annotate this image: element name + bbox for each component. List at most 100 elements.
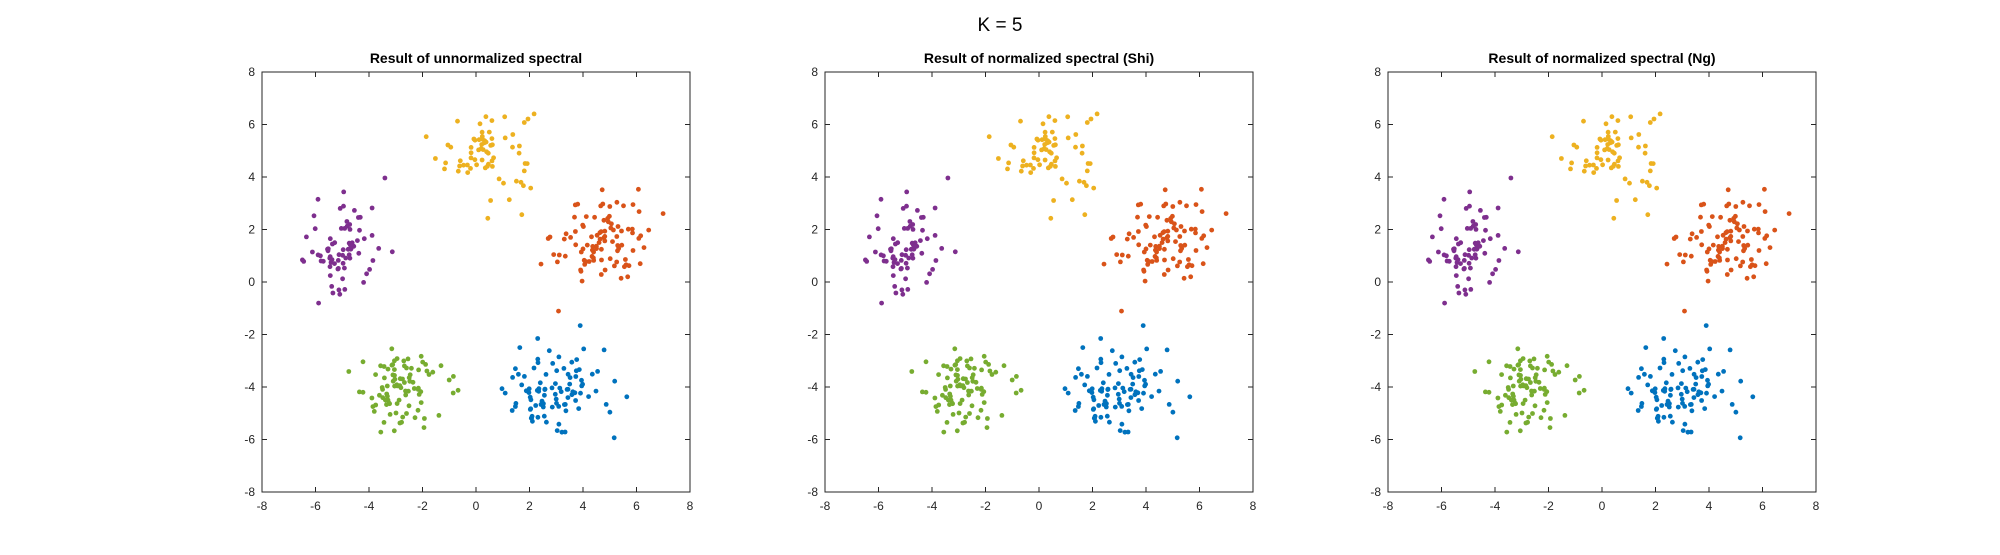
data-point-purple: [316, 300, 321, 306]
data-point-green: [1495, 395, 1501, 401]
data-point-purple: [1453, 273, 1459, 278]
data-point-blue: [1166, 402, 1172, 407]
data-point-blue: [1105, 392, 1110, 398]
x-tick-label: 2: [1089, 499, 1096, 513]
data-point-purple: [1496, 258, 1502, 263]
data-point-purple: [1461, 258, 1467, 263]
data-point-yellow: [996, 156, 1001, 161]
axes-box: [261, 71, 691, 493]
data-point-yellow: [1088, 116, 1094, 122]
data-point-green: [1009, 377, 1015, 383]
data-point-blue: [1121, 389, 1127, 395]
data-point-green: [1522, 397, 1528, 403]
data-point-green: [1532, 403, 1538, 409]
data-point-yellow: [471, 136, 477, 142]
data-point-yellow: [1568, 166, 1573, 172]
data-point-orange: [1162, 246, 1167, 252]
data-point-purple: [340, 276, 345, 282]
data-point-purple: [1464, 226, 1470, 231]
data-point-orange: [1136, 242, 1142, 248]
data-point-purple: [907, 223, 913, 229]
data-point-green: [403, 392, 409, 398]
data-point-purple: [939, 246, 945, 251]
data-point-blue: [565, 395, 571, 400]
data-point-yellow: [1094, 111, 1100, 117]
data-point-orange: [1147, 242, 1153, 248]
data-point-yellow: [1052, 136, 1058, 142]
data-point-blue: [540, 404, 546, 410]
data-point-orange: [1698, 214, 1703, 220]
data-point-yellow: [433, 156, 438, 161]
data-point-blue: [1082, 382, 1088, 388]
data-point-orange: [1178, 224, 1184, 229]
data-point-purple: [1495, 233, 1501, 238]
data-point-blue: [1100, 380, 1106, 386]
data-point-green: [1504, 429, 1510, 435]
data-point-blue: [556, 354, 562, 360]
data-point-orange: [1193, 202, 1199, 208]
data-point-blue: [595, 369, 600, 374]
data-point-blue: [1079, 371, 1084, 377]
data-point-orange: [590, 247, 595, 253]
data-point-green: [391, 428, 397, 434]
data-point-purple: [911, 244, 917, 250]
data-point-purple: [1482, 250, 1488, 256]
data-point-orange: [1182, 228, 1187, 234]
data-point-orange: [598, 272, 604, 277]
data-point-orange: [1716, 247, 1721, 253]
data-point-blue: [533, 403, 539, 408]
data-point-green: [402, 363, 407, 369]
data-point-green: [410, 379, 416, 385]
data-point-yellow: [483, 114, 489, 120]
data-point-blue: [519, 382, 525, 388]
data-point-blue: [576, 406, 582, 411]
data-point-blue: [530, 418, 535, 424]
data-point-purple: [1427, 259, 1433, 264]
data-point-blue: [557, 385, 563, 391]
data-point-yellow: [496, 176, 502, 182]
data-point-purple: [1468, 287, 1474, 292]
data-point-blue: [1062, 386, 1068, 392]
data-point-blue: [523, 388, 529, 394]
data-point-purple: [924, 236, 930, 242]
data-point-yellow: [1597, 136, 1603, 142]
data-point-purple: [900, 291, 906, 297]
data-point-yellow: [477, 121, 483, 127]
data-point-blue: [1639, 401, 1645, 406]
data-point-green: [950, 412, 956, 417]
data-point-green: [402, 380, 407, 385]
data-point-green: [985, 416, 990, 421]
data-point-yellow: [479, 142, 485, 147]
data-point-purple: [906, 255, 912, 261]
data-point-orange: [1141, 249, 1147, 255]
data-point-blue: [1122, 429, 1128, 435]
data-point-yellow: [1048, 150, 1054, 156]
data-point-purple: [890, 254, 896, 260]
data-point-purple: [1468, 265, 1473, 271]
data-point-yellow: [1080, 143, 1085, 149]
data-point-purple: [945, 175, 951, 181]
data-point-blue: [1115, 391, 1121, 397]
data-point-green: [446, 377, 452, 383]
data-point-purple: [903, 252, 908, 258]
data-point-purple: [910, 227, 916, 232]
data-point-green: [955, 367, 960, 372]
data-point-purple: [1478, 208, 1483, 213]
data-point-blue: [1648, 374, 1653, 379]
data-point-blue: [1136, 374, 1142, 379]
data-point-orange: [573, 242, 579, 248]
data-point-blue: [1636, 375, 1641, 380]
data-point-green: [415, 407, 421, 413]
data-point-blue: [1080, 345, 1086, 350]
data-point-green: [1507, 364, 1513, 369]
data-point-green: [1581, 387, 1587, 393]
data-point-orange: [1727, 217, 1733, 223]
data-point-green: [373, 372, 378, 377]
data-point-yellow: [1042, 142, 1048, 147]
data-point-purple: [342, 287, 348, 292]
data-point-yellow: [457, 158, 463, 164]
data-point-yellow: [1616, 164, 1621, 169]
data-point-orange: [589, 234, 594, 240]
data-point-yellow: [1600, 162, 1605, 168]
